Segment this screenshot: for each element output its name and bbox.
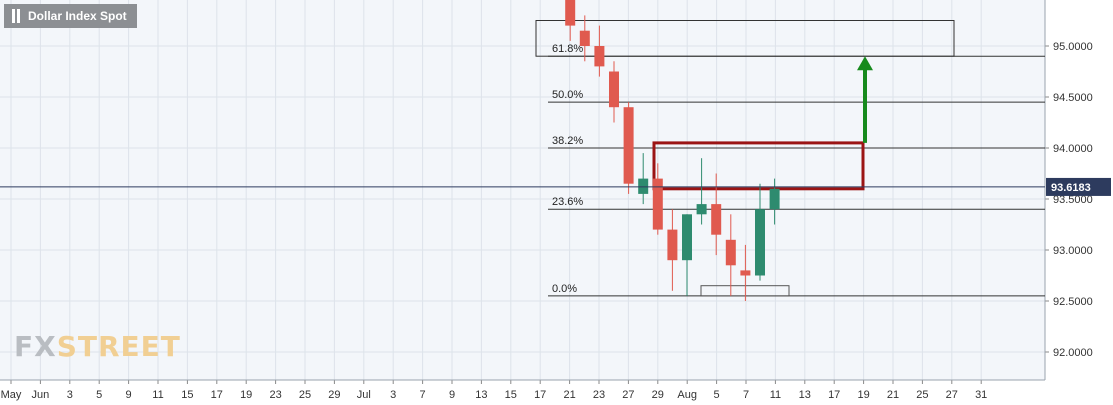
x-tick-label: 17 xyxy=(828,389,840,401)
candle-body xyxy=(565,0,576,26)
x-tick-label: 23 xyxy=(269,389,281,401)
candle xyxy=(696,158,707,225)
candle-body xyxy=(623,107,634,184)
x-tick-label: 21 xyxy=(563,389,575,401)
x-tick-label: May xyxy=(1,389,22,401)
x-tick-label: 5 xyxy=(714,389,720,401)
candle xyxy=(565,0,576,41)
candle xyxy=(682,214,692,296)
x-tick-label: 31 xyxy=(975,389,987,401)
x-tick-label: 29 xyxy=(652,389,664,401)
x-tick-label: 13 xyxy=(799,389,811,401)
target-zone-box xyxy=(535,20,955,57)
candle-body xyxy=(769,188,780,210)
y-tick-label: 93.5000 xyxy=(1053,194,1093,206)
resistance-zone-box xyxy=(652,141,865,191)
candle xyxy=(623,102,634,194)
candle-body xyxy=(579,30,590,46)
last-price-badge xyxy=(1046,177,1111,196)
candle xyxy=(755,183,765,281)
x-tick-label: 29 xyxy=(328,389,340,401)
x-tick-label: 21 xyxy=(887,389,899,401)
x-tick-label: 19 xyxy=(240,389,252,401)
x-tick-label: 25 xyxy=(299,389,311,401)
plot-area xyxy=(0,0,1045,380)
x-tick-label: 25 xyxy=(916,389,928,401)
time-axis-area xyxy=(0,380,1045,405)
fib-level-label: 61.8% xyxy=(552,43,583,55)
candle-body xyxy=(725,239,736,266)
candle-body xyxy=(667,229,678,261)
candle xyxy=(609,61,619,123)
candle xyxy=(725,214,736,296)
candle xyxy=(667,209,678,291)
y-tick-label: 94.5000 xyxy=(1053,92,1093,104)
candle-body xyxy=(682,214,692,261)
x-tick-label: Aug xyxy=(677,389,697,401)
candle-body xyxy=(740,270,751,276)
y-tick-label: 92.5000 xyxy=(1053,296,1093,308)
y-tick-label: 95.5000 xyxy=(1053,0,1093,2)
x-tick-label: 27 xyxy=(622,389,634,401)
candle xyxy=(594,25,605,77)
x-tick-label: 9 xyxy=(126,389,132,401)
price-axis-area xyxy=(1045,0,1113,405)
candle-body xyxy=(755,209,765,276)
candle-body xyxy=(696,204,707,215)
last-price-label: 93.6183 xyxy=(1051,182,1091,194)
watermark-suffix: STREET xyxy=(56,330,181,363)
y-tick-label: 92.0000 xyxy=(1053,347,1093,359)
watermark-prefix: FX xyxy=(14,330,57,363)
annotations xyxy=(535,20,955,297)
candle xyxy=(740,244,751,301)
x-tick-label: 7 xyxy=(743,389,749,401)
instrument-title: Dollar Index Spot xyxy=(4,4,137,28)
x-tick-label: 3 xyxy=(67,389,73,401)
x-tick-label: 27 xyxy=(946,389,958,401)
x-tick-label: 15 xyxy=(181,389,193,401)
candle-body xyxy=(638,178,649,194)
y-tick-label: 94.0000 xyxy=(1053,143,1093,155)
candle-body xyxy=(652,178,663,230)
y-tick-label: 95.0000 xyxy=(1053,41,1093,53)
x-tick-label: Jun xyxy=(32,389,50,401)
candle-body xyxy=(594,46,605,67)
x-tick-label: 13 xyxy=(475,389,487,401)
candle-body xyxy=(609,71,619,108)
x-tick-label: 5 xyxy=(96,389,102,401)
x-tick-label: 23 xyxy=(593,389,605,401)
fib-level-label: 0.0% xyxy=(552,283,577,295)
fib-level-label: 23.6% xyxy=(552,196,583,208)
fxstreet-watermark: FXSTREET xyxy=(14,330,181,363)
candle xyxy=(638,153,649,205)
x-tick-label: 19 xyxy=(857,389,869,401)
x-tick-label: 3 xyxy=(390,389,396,401)
candle xyxy=(652,163,663,235)
fib-level-label: 38.2% xyxy=(552,135,583,147)
fib-level-label: 50.0% xyxy=(552,89,583,101)
candle-body xyxy=(711,204,722,235)
x-tick-label: 17 xyxy=(534,389,546,401)
candles xyxy=(565,0,780,301)
target-arrow-head xyxy=(857,56,873,71)
y-tick-label: 93.0000 xyxy=(1053,245,1093,257)
x-tick-label: 11 xyxy=(770,389,781,401)
candle xyxy=(579,15,590,62)
x-tick-label: 11 xyxy=(152,389,163,401)
x-tick-label: Jul xyxy=(357,389,371,401)
x-tick-label: 9 xyxy=(449,389,455,401)
candle xyxy=(769,178,780,225)
x-tick-label: 15 xyxy=(505,389,517,401)
x-tick-label: 7 xyxy=(420,389,426,401)
x-tick-label: 17 xyxy=(211,389,223,401)
